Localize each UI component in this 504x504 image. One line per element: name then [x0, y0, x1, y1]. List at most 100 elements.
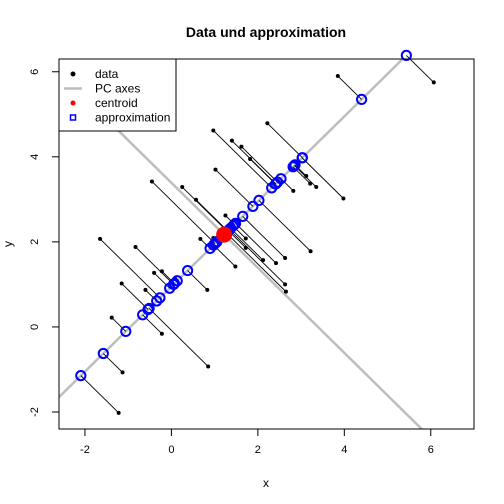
data-point — [243, 236, 248, 241]
approximation-point — [168, 277, 181, 290]
x-tick-label: 4 — [341, 444, 347, 456]
projection-segment — [406, 55, 435, 83]
data-point — [223, 213, 228, 218]
y-tick-label: 0 — [29, 324, 41, 330]
projection-segment — [148, 308, 209, 367]
data-point — [206, 364, 211, 369]
approximation-point — [253, 194, 265, 207]
data-points — [98, 74, 436, 415]
y-tick-label: 6 — [29, 69, 41, 75]
approximation-point — [400, 49, 412, 61]
data-point — [243, 245, 248, 250]
projection-segment — [230, 227, 264, 261]
legend-label-0: data — [95, 67, 119, 81]
projection-segment — [242, 216, 286, 259]
data-point — [248, 156, 253, 161]
approximation-point — [296, 152, 308, 164]
projection-segment — [215, 169, 254, 207]
projection-segment — [121, 283, 149, 310]
data-point — [274, 261, 279, 266]
projection-segment — [225, 215, 235, 225]
projection-segment — [213, 130, 273, 189]
data-point — [194, 197, 199, 202]
chart-title: Data und approximation — [186, 24, 346, 40]
data-point — [98, 236, 103, 241]
legend-symbol-0 — [70, 71, 76, 77]
projection-segment — [301, 157, 344, 199]
x-axis-label: x — [263, 476, 269, 490]
projection-segment — [99, 238, 161, 299]
projection-segment — [235, 223, 277, 264]
approximation-point — [288, 159, 300, 172]
projection-segment — [241, 146, 278, 183]
data-point — [149, 179, 154, 184]
data-point — [198, 236, 203, 241]
projection-segment — [80, 375, 119, 414]
projection-segment — [195, 199, 229, 232]
data-point — [308, 181, 313, 186]
projection-segment — [151, 181, 216, 244]
approximation-point — [143, 302, 155, 315]
approximation-point — [120, 325, 132, 337]
y-tick-label: -2 — [29, 407, 41, 417]
approximation-point — [275, 173, 287, 185]
projection-segment — [225, 232, 287, 292]
approximation-point — [171, 275, 183, 287]
approximation-point — [271, 176, 284, 188]
data-point — [283, 256, 288, 261]
data-point — [152, 270, 157, 275]
projection-segment — [229, 229, 286, 285]
data-point — [211, 128, 216, 133]
data-point — [291, 188, 296, 193]
approximation-point — [75, 370, 87, 382]
projection-segment — [135, 246, 174, 285]
legend-box — [58, 58, 177, 132]
data-point — [341, 196, 346, 201]
y-tick-label: 4 — [29, 154, 41, 160]
legend-symbol-2 — [70, 100, 76, 106]
approximation-point — [287, 161, 299, 173]
projection-segment — [258, 200, 311, 252]
approximation-point — [182, 264, 194, 277]
projection-segment — [267, 122, 303, 158]
data-point — [261, 258, 266, 263]
projection-segment — [153, 272, 170, 289]
y-axis-label: y — [1, 241, 15, 247]
data-point — [308, 249, 313, 254]
data-point — [304, 173, 309, 178]
x-tick-label: 0 — [168, 444, 174, 456]
data-point — [335, 74, 340, 79]
data-point — [159, 331, 164, 336]
centroid-layer — [216, 226, 233, 243]
data-point — [143, 287, 148, 292]
data-point — [283, 289, 288, 294]
projection-segment — [249, 158, 276, 185]
data-point — [431, 80, 436, 85]
data-point — [233, 264, 238, 269]
data-point — [116, 410, 121, 415]
approximation-point — [154, 292, 166, 304]
data-point — [283, 282, 288, 287]
approximation-point — [237, 210, 249, 222]
centroid-point — [216, 226, 233, 243]
approximation-point — [151, 295, 163, 307]
approximation-point — [229, 217, 242, 229]
data-point — [180, 185, 185, 190]
approximation-point — [207, 239, 220, 251]
data-point — [213, 167, 218, 172]
data-point — [109, 315, 114, 320]
approximation-point — [247, 200, 259, 212]
data-point — [133, 244, 138, 249]
approximation-point — [137, 309, 149, 321]
data-point — [314, 185, 319, 190]
x-tick-label: -2 — [80, 444, 90, 456]
data-point — [265, 121, 270, 126]
x-tick-label: 6 — [428, 444, 434, 456]
legend-symbol-3 — [69, 114, 77, 121]
approximation-point — [97, 347, 109, 360]
data-point — [205, 287, 210, 292]
